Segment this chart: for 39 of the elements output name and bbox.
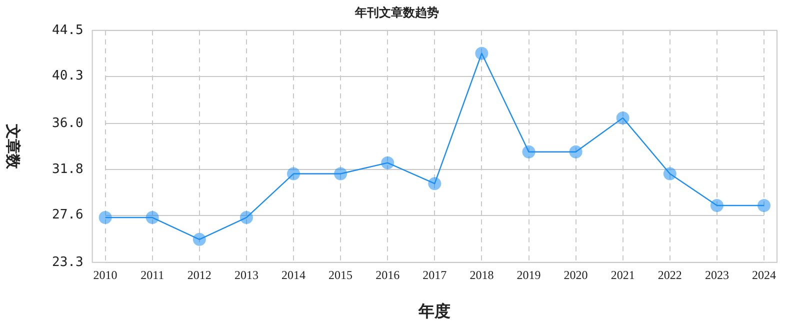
point bbox=[334, 167, 348, 180]
point bbox=[428, 177, 442, 190]
y-tick-label: 27.6 bbox=[52, 208, 84, 223]
point bbox=[287, 167, 300, 180]
x-tick-label: 2018 bbox=[470, 268, 494, 282]
x-tick-label: 2022 bbox=[658, 268, 682, 282]
x-tick-label: 2020 bbox=[564, 268, 588, 282]
x-tick-label: 2016 bbox=[376, 268, 400, 282]
y-tick-label: 40.3 bbox=[52, 68, 84, 84]
point bbox=[146, 211, 159, 224]
point bbox=[381, 156, 394, 170]
point bbox=[98, 211, 112, 224]
point bbox=[710, 198, 724, 212]
y-tick-label: 23.3 bbox=[52, 254, 84, 270]
x-tick-label: 2021 bbox=[610, 268, 635, 282]
x-tick-label: 2023 bbox=[704, 268, 729, 282]
y-tick-label: 44.5 bbox=[52, 22, 84, 38]
y-tick-label: 36.0 bbox=[52, 116, 84, 131]
x-axis-title: 年度 bbox=[418, 302, 451, 321]
point bbox=[475, 46, 488, 60]
x-tick-label: 2012 bbox=[187, 268, 212, 282]
x-tick-label: 2019 bbox=[516, 268, 541, 282]
x-tick-label: 2011 bbox=[140, 268, 164, 282]
point bbox=[569, 145, 582, 158]
point bbox=[522, 145, 536, 158]
point bbox=[192, 232, 206, 246]
chart-title: 年刊文章数趋势 bbox=[354, 5, 439, 20]
x-tick-label: 2015 bbox=[328, 268, 353, 282]
x-tick-label: 2010 bbox=[93, 268, 118, 282]
point bbox=[663, 167, 676, 180]
point bbox=[240, 211, 253, 224]
x-tick-label: 2024 bbox=[752, 268, 776, 282]
y-tick-label: 31.8 bbox=[52, 162, 84, 177]
y-axis-title: 文章数 bbox=[4, 122, 22, 170]
point bbox=[616, 111, 630, 124]
x-tick-label: 2014 bbox=[282, 268, 306, 282]
point bbox=[758, 198, 770, 212]
x-tick-label: 2013 bbox=[234, 268, 258, 282]
x-tick-label: 2017 bbox=[422, 268, 447, 282]
